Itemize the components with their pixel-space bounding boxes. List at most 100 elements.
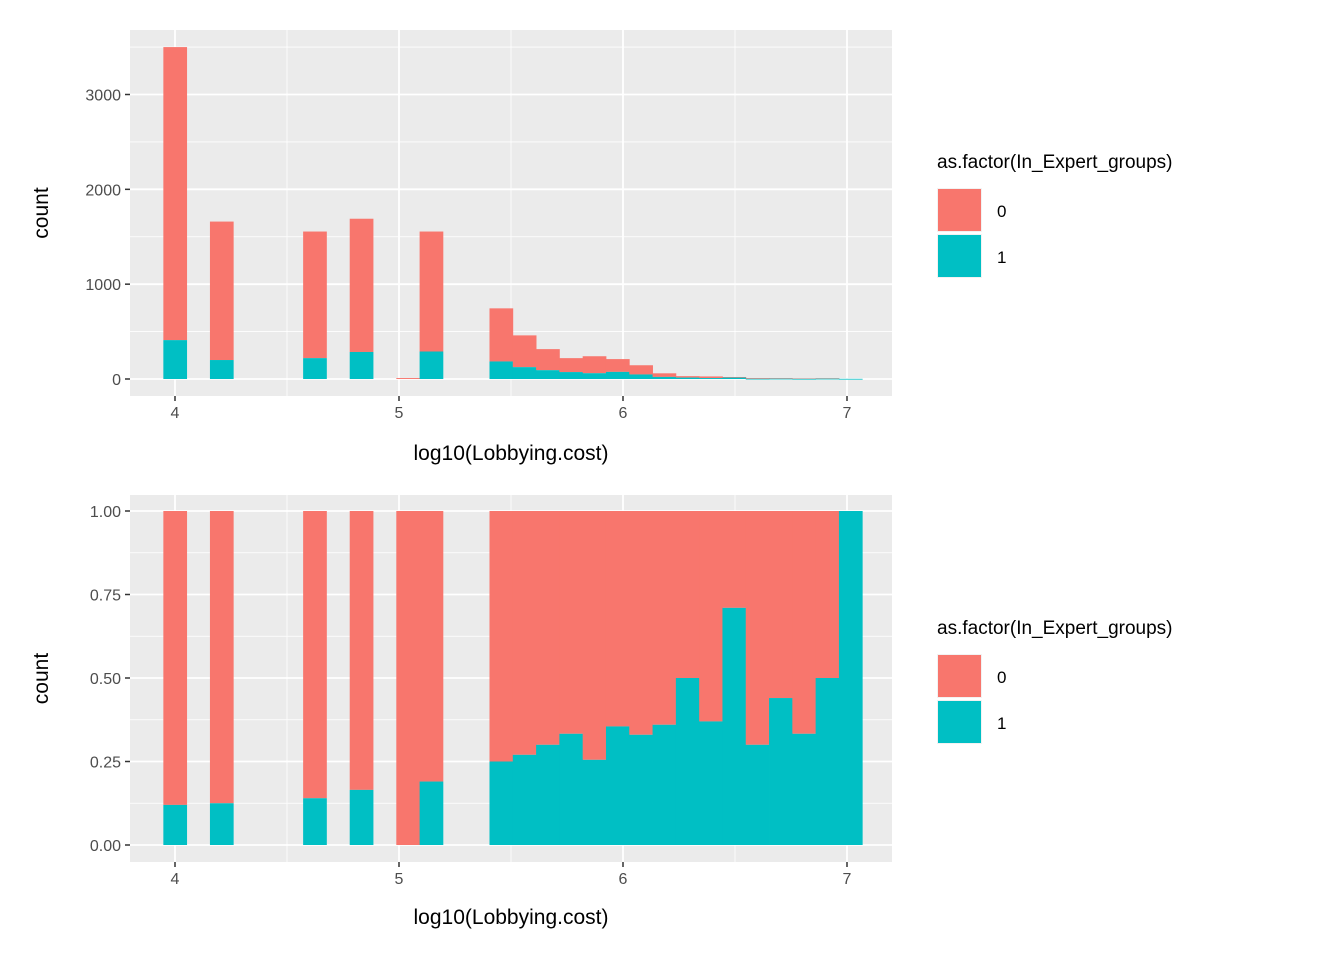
bar-group-0: [209, 511, 234, 804]
bar-group-1: [512, 754, 537, 845]
y-tick-label: 0.25: [90, 755, 121, 772]
bar-group-0: [792, 511, 817, 734]
bar-group-0: [349, 218, 374, 352]
legend: as.factor(In_Expert_groups) 0 1: [937, 152, 1173, 278]
bar-group-0: [209, 221, 234, 361]
x-axis-title: log10(Lobbying.cost): [414, 906, 609, 929]
bar-group-0: [722, 511, 747, 608]
bar-group-1: [629, 374, 653, 379]
bar-group-1: [559, 372, 584, 379]
bar-group-1: [209, 803, 234, 845]
bar-group-1: [745, 744, 770, 845]
panel-2: 0.00 0.25 0.50 0.75 1.00 4 5 6 7 log10(Lobbying.c…: [30, 495, 1173, 929]
bar-group-0: [303, 231, 327, 359]
bar-group-0: [652, 511, 677, 725]
bar-group-0: [419, 231, 444, 352]
bar-group-1: [699, 721, 723, 845]
x-axis-title: log10(Lobbying.cost): [414, 442, 609, 465]
bar-group-1: [512, 367, 537, 379]
x-tick-label: 7: [843, 871, 852, 888]
bar-group-1: [838, 378, 863, 380]
x-tick-label: 4: [171, 405, 180, 422]
y-tick-label: 0.50: [90, 671, 121, 688]
bar-group-0: [396, 511, 421, 845]
legend: as.factor(In_Expert_groups) 0 1: [937, 618, 1173, 744]
bar-group-1: [303, 358, 327, 379]
bar-group-1: [582, 759, 607, 845]
bar-group-1: [349, 351, 374, 379]
bar-group-0: [769, 378, 793, 379]
bar-group-0: [396, 378, 421, 379]
bar-group-0: [349, 511, 374, 790]
panel-1: 0 1000 2000 3000 4 5 6 7 log10(Lobbying.cost) cou…: [30, 30, 1173, 465]
bar-group-1: [303, 798, 327, 845]
y-tick-label: 0.00: [90, 838, 121, 855]
bar-group-1: [605, 371, 630, 379]
legend-title: as.factor(In_Expert_groups): [937, 618, 1173, 639]
legend-label: 0: [997, 202, 1006, 221]
bar-group-0: [699, 511, 723, 722]
bar-group-1: [605, 726, 630, 845]
y-tick-label: 1000: [85, 277, 121, 294]
bar-group-0: [675, 511, 700, 678]
y-tick-label: 3000: [85, 88, 121, 105]
bar-group-1: [349, 789, 374, 845]
bar-group-0: [605, 511, 630, 727]
y-tick-label: 1.00: [90, 504, 121, 521]
bar-group-1: [163, 340, 188, 379]
bar-group-0: [512, 511, 537, 755]
bar-group-1: [815, 678, 840, 845]
bar-group-1: [629, 734, 653, 845]
bar-group-1: [163, 804, 188, 845]
bar-group-1: [792, 733, 817, 845]
legend-swatch-0: [938, 189, 981, 231]
bar-group-1: [489, 361, 514, 379]
y-axis-title: count: [30, 187, 53, 239]
bar-group-1: [745, 378, 770, 380]
bar-group-0: [163, 47, 188, 341]
bar-group-1: [489, 761, 514, 845]
bar-group-1: [722, 607, 747, 845]
bar-group-0: [605, 359, 630, 372]
bar-group-1: [652, 376, 677, 379]
bar-group-1: [209, 360, 234, 379]
bar-group-1: [769, 378, 793, 380]
bar-group-1: [699, 378, 723, 379]
bar-group-0: [629, 511, 653, 735]
bar-group-0: [745, 378, 770, 379]
bar-group-0: [815, 511, 840, 678]
bar-group-0: [163, 511, 188, 805]
bar-group-1: [582, 373, 607, 379]
bar-group-0: [512, 335, 537, 368]
bar-group-1: [419, 351, 444, 379]
bar-group-1: [536, 370, 560, 379]
legend-swatch-1: [938, 235, 981, 277]
bar-group-0: [559, 358, 584, 373]
y-tick-label: 0: [112, 372, 121, 389]
bar-group-0: [559, 511, 584, 734]
legend-label: 1: [997, 248, 1006, 267]
bar-group-0: [652, 373, 677, 377]
bar-group-0: [303, 511, 327, 799]
x-tick-label: 5: [395, 871, 404, 888]
bar-group-1: [815, 378, 840, 380]
bar-group-0: [582, 511, 607, 760]
legend-swatch-1: [938, 701, 981, 743]
bar-group-1: [652, 724, 677, 845]
y-axis-title: count: [30, 653, 53, 705]
bar-group-0: [675, 376, 700, 378]
bar-group-1: [838, 511, 863, 845]
bar-group-0: [745, 511, 770, 745]
x-tick-label: 7: [843, 405, 852, 422]
legend-label: 1: [997, 714, 1006, 733]
bar-group-1: [559, 733, 584, 845]
bar-group-1: [722, 377, 747, 379]
bar-group-0: [582, 356, 607, 374]
bar-group-1: [675, 678, 700, 845]
x-tick-label: 5: [395, 405, 404, 422]
bar-group-0: [769, 511, 793, 699]
bar-group-0: [489, 511, 514, 762]
bar-group-1: [792, 378, 817, 380]
bar-group-0: [536, 349, 560, 371]
